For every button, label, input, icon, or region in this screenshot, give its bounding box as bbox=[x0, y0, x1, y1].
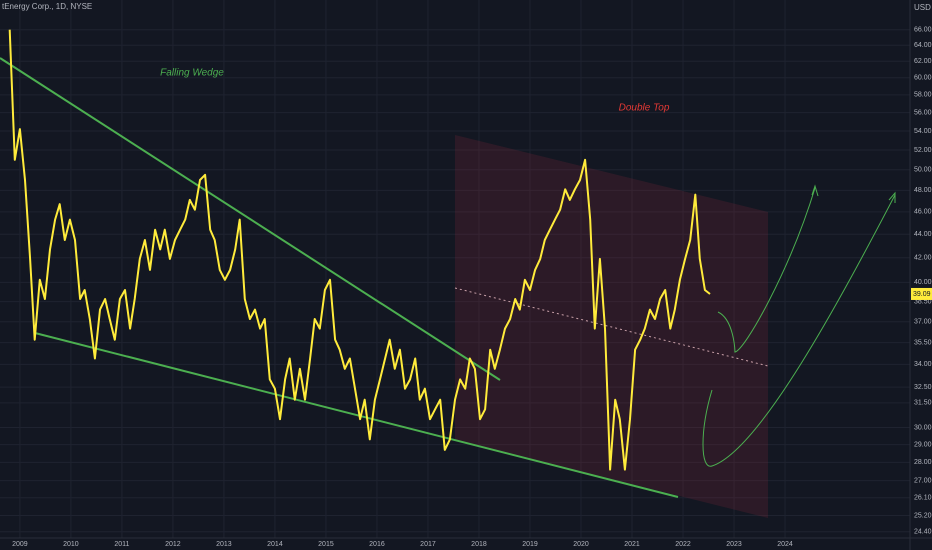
x-tick-label: 2019 bbox=[522, 541, 538, 548]
chart-title: tEnergy Corp., 1D, NYSE bbox=[2, 2, 92, 11]
y-tick-label: 38.50 bbox=[914, 298, 932, 305]
x-tick-label: 2011 bbox=[114, 541, 129, 548]
y-tick-label: 62.00 bbox=[914, 58, 932, 65]
x-tick-label: 2020 bbox=[573, 541, 589, 548]
y-tick-label: 52.00 bbox=[914, 147, 932, 154]
projection-arrow bbox=[702, 194, 896, 467]
series bbox=[8, 29, 711, 471]
arrow-head bbox=[811, 184, 819, 197]
x-tick-label: 2023 bbox=[726, 541, 742, 548]
y-tick-label: 48.00 bbox=[914, 187, 932, 194]
x-tick-label: 2022 bbox=[675, 541, 691, 548]
annotation: Falling Wedge bbox=[160, 68, 224, 79]
annotation: Double Top bbox=[619, 103, 670, 114]
y-tick-label: 27.00 bbox=[914, 478, 932, 485]
x-tick-label: 2013 bbox=[216, 541, 232, 548]
y-tick-label: 42.00 bbox=[914, 255, 932, 262]
y-tick-label: 66.00 bbox=[914, 27, 932, 34]
price-line bbox=[8, 29, 711, 471]
y-tick-label: 37.00 bbox=[914, 319, 932, 326]
y-tick-label: 40.00 bbox=[914, 279, 932, 286]
y-tick-label: 32.50 bbox=[914, 384, 932, 391]
grid bbox=[0, 0, 910, 538]
y-tick-label: 26.10 bbox=[914, 495, 932, 502]
x-tick-label: 2021 bbox=[624, 541, 640, 548]
wedge-lower bbox=[34, 332, 679, 498]
y-tick-label: 25.20 bbox=[914, 512, 932, 519]
y-tick-label: 60.00 bbox=[914, 75, 932, 82]
last-price-label: 39.09 bbox=[913, 291, 931, 298]
y-tick-label: 44.00 bbox=[914, 231, 932, 238]
x-tick-label: 2017 bbox=[420, 541, 436, 548]
last-price-box bbox=[911, 287, 932, 300]
y-tick-label: 58.00 bbox=[914, 92, 932, 99]
y-tick-label: 64.00 bbox=[914, 42, 932, 49]
y-tick-label: 24.40 bbox=[914, 529, 932, 536]
y-tick-label: 35.50 bbox=[914, 339, 932, 346]
midline bbox=[454, 287, 769, 367]
x-tick-label: 2014 bbox=[267, 541, 283, 548]
axes: 66.00 64.00 62.00 60.00 58.00 56.00 54.00 52.00… bbox=[12, 27, 932, 548]
projection-arrow bbox=[717, 187, 816, 353]
y-tick-label: 31.50 bbox=[914, 400, 932, 407]
y-tick-label: 29.00 bbox=[914, 441, 932, 448]
y-tick-label: 54.00 bbox=[914, 128, 932, 135]
y-tick-label: 46.00 bbox=[914, 209, 932, 216]
y-tick-label: 28.00 bbox=[914, 459, 932, 466]
arrow-head bbox=[888, 191, 896, 203]
x-tick-label: 2009 bbox=[12, 541, 28, 548]
y-tick-label: 50.00 bbox=[914, 167, 932, 174]
y-tick-label: 30.00 bbox=[914, 424, 932, 431]
y-tick-label: 34.00 bbox=[914, 361, 932, 368]
y-tick-label: 56.00 bbox=[914, 109, 932, 116]
x-tick-label: 2012 bbox=[165, 541, 181, 548]
x-tick-label: 2010 bbox=[63, 541, 79, 548]
wedge-upper bbox=[0, 57, 501, 381]
x-tick-label: 2024 bbox=[777, 541, 793, 548]
x-tick-label: 2015 bbox=[318, 541, 334, 548]
x-tick-label: 2016 bbox=[369, 541, 385, 548]
unit: USD bbox=[914, 3, 931, 12]
x-tick-label: 2018 bbox=[471, 541, 487, 548]
